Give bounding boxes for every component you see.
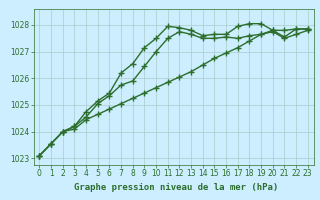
Text: Graphe pression niveau de la mer (hPa): Graphe pression niveau de la mer (hPa) bbox=[74, 183, 278, 192]
